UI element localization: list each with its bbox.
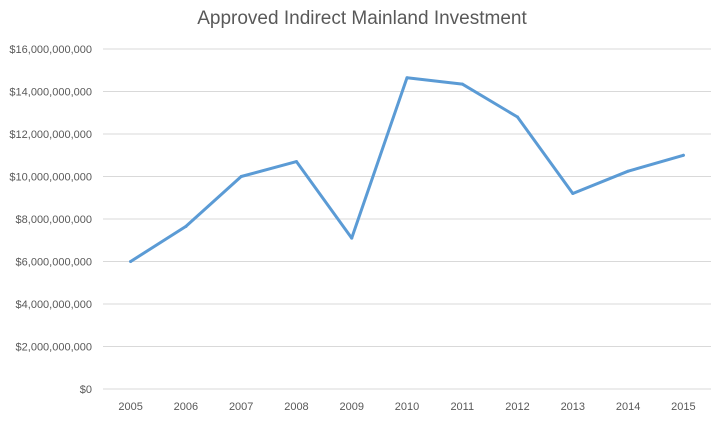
x-tick-label: 2008 (284, 401, 308, 413)
x-tick-label: 2012 (505, 401, 529, 413)
y-tick-label: $12,000,000,000 (9, 129, 92, 141)
x-tick-label: 2010 (395, 401, 419, 413)
data-point (405, 76, 409, 80)
chart-title: Approved Indirect Mainland Investment (197, 8, 527, 29)
data-point (350, 236, 354, 240)
data-point (626, 169, 630, 173)
x-tick-label: 2005 (118, 401, 142, 413)
data-point (184, 224, 188, 228)
y-tick-label: $2,000,000,000 (16, 342, 92, 354)
y-tick-label: $8,000,000,000 (16, 214, 92, 226)
y-tick-label: $10,000,000,000 (9, 172, 92, 184)
x-tick-label: 2006 (174, 401, 198, 413)
series-layer (129, 76, 685, 263)
x-tick-label: 2009 (339, 401, 363, 413)
data-point (294, 160, 298, 164)
y-tick-label: $16,000,000,000 (9, 44, 92, 56)
x-tick-label: 2011 (450, 401, 474, 413)
data-point (460, 82, 464, 86)
gridlines (103, 48, 711, 390)
data-point (129, 260, 133, 263)
y-tick-label: $0 (80, 384, 92, 396)
y-axis-tick-labels: $0 $2,000,000,000 $4,000,000,000 $6,000,000… (9, 44, 92, 396)
x-tick-label: 2014 (616, 401, 640, 413)
data-point (239, 175, 243, 178)
series-line-0 (129, 76, 685, 263)
y-tick-label: $6,000,000,000 (16, 257, 92, 269)
data-point (681, 153, 685, 157)
x-tick-label: 2007 (229, 401, 253, 413)
y-tick-label: $4,000,000,000 (16, 299, 92, 311)
x-axis-tick-labels: 2005 2006 2007 2008 2009 2010 2011 2012 2013 2014… (118, 401, 695, 413)
data-point (571, 192, 575, 195)
data-point (516, 115, 520, 119)
x-tick-label: 2013 (561, 401, 585, 413)
x-tick-label: 2015 (671, 401, 695, 413)
y-tick-label: $14,000,000,000 (9, 87, 92, 99)
